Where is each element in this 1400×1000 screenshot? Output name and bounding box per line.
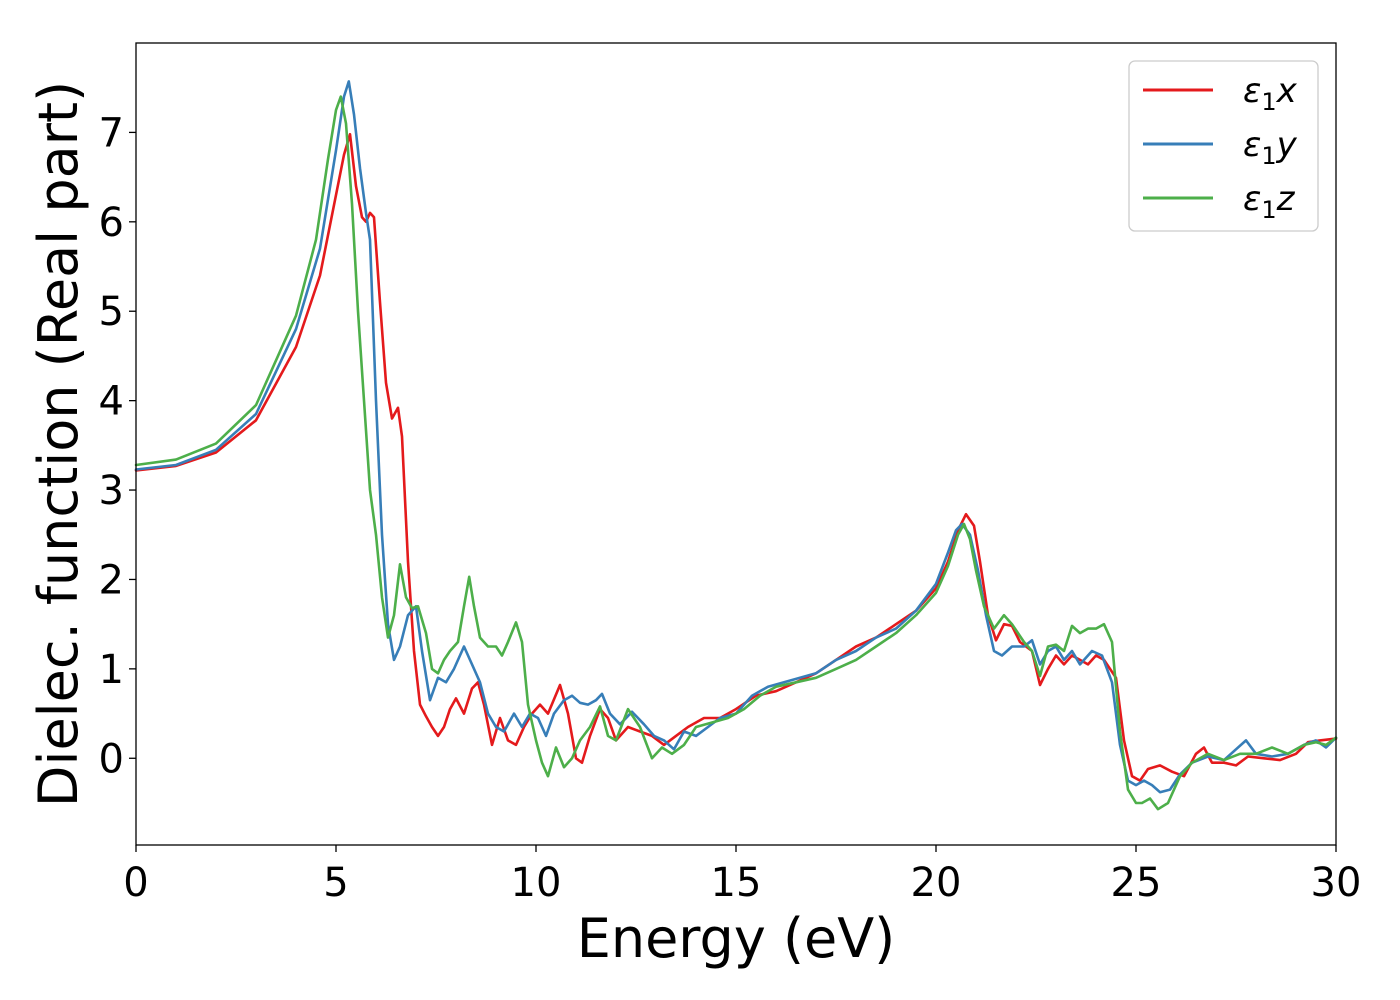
series-line-x <box>134 132 1338 782</box>
y-tick-label: 6 <box>99 200 124 246</box>
legend-subscript: 1 <box>1261 142 1276 170</box>
series-line-z <box>134 95 1338 811</box>
y-axis-ticks: 0 1 2 3 4 5 6 7 <box>99 110 136 782</box>
legend-subscript: 1 <box>1261 88 1276 116</box>
legend-label-z: ε1z <box>1243 179 1296 224</box>
x-axis-ticks: 0 5 10 15 20 25 30 <box>123 845 1361 906</box>
y-tick-label: 7 <box>99 110 124 156</box>
x-tick-label: 25 <box>1111 860 1162 906</box>
y-tick-label: 0 <box>99 736 124 782</box>
y-tick-label: 3 <box>99 468 124 514</box>
legend-label-y: ε1y <box>1243 125 1298 170</box>
y-tick-label: 5 <box>99 289 124 335</box>
y-tick-label: 1 <box>99 647 124 693</box>
x-tick-label: 0 <box>123 860 148 906</box>
y-axis-label: Dielec. function (Real part) <box>27 81 90 807</box>
x-tick-label: 5 <box>323 860 348 906</box>
series-layer <box>134 80 1338 811</box>
legend-variable: z <box>1276 179 1296 219</box>
x-tick-label: 20 <box>911 860 962 906</box>
legend-symbol: ε <box>1243 71 1261 111</box>
legend-subscript: 1 <box>1261 196 1276 224</box>
legend-box <box>1128 60 1319 232</box>
x-axis-label: Energy (eV) <box>577 907 896 970</box>
x-tick-label: 30 <box>1311 860 1362 906</box>
legend-symbol: ε <box>1243 125 1261 165</box>
y-tick-label: 2 <box>99 557 124 603</box>
x-tick-label: 15 <box>711 860 762 906</box>
legend-label-x: ε1x <box>1243 71 1298 116</box>
legend-variable: y <box>1276 125 1298 165</box>
legend-variable: x <box>1276 71 1298 111</box>
legend-symbol: ε <box>1243 179 1261 219</box>
x-tick-label: 10 <box>511 860 562 906</box>
y-tick-label: 4 <box>99 379 124 425</box>
